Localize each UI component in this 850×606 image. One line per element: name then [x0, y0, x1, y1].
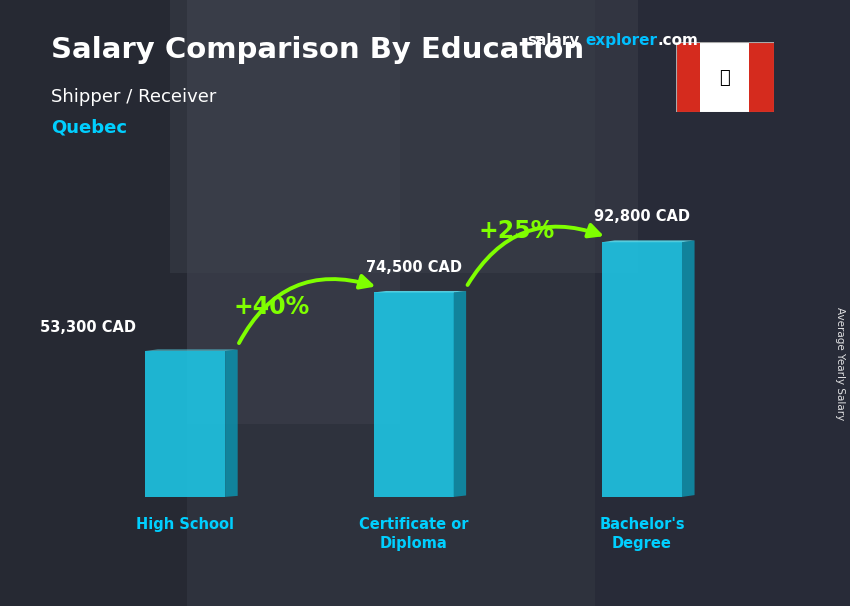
Polygon shape	[602, 242, 682, 497]
Text: Certificate or
Diploma: Certificate or Diploma	[359, 518, 468, 551]
Polygon shape	[454, 291, 466, 497]
Text: Average Yearly Salary: Average Yearly Salary	[835, 307, 845, 420]
Text: 92,800 CAD: 92,800 CAD	[594, 210, 690, 224]
Polygon shape	[145, 351, 225, 497]
Text: Bachelor's
Degree: Bachelor's Degree	[599, 518, 685, 551]
Polygon shape	[145, 350, 238, 351]
Bar	[749, 42, 774, 112]
Text: explorer: explorer	[586, 33, 658, 48]
Text: Salary Comparison By Education: Salary Comparison By Education	[51, 36, 584, 64]
Polygon shape	[225, 350, 238, 497]
Bar	[187, 0, 400, 424]
Text: +40%: +40%	[234, 295, 310, 319]
Bar	[0, 0, 187, 606]
Polygon shape	[602, 241, 694, 242]
Text: Quebec: Quebec	[51, 118, 127, 136]
Text: High School: High School	[136, 518, 234, 532]
Bar	[700, 42, 749, 112]
Text: Shipper / Receiver: Shipper / Receiver	[51, 88, 217, 106]
Polygon shape	[374, 293, 454, 497]
Bar	[170, 0, 638, 273]
Text: 🍁: 🍁	[719, 69, 730, 87]
Polygon shape	[374, 291, 466, 293]
Text: 53,300 CAD: 53,300 CAD	[40, 321, 136, 335]
Polygon shape	[682, 241, 694, 497]
Bar	[676, 42, 700, 112]
Text: 74,500 CAD: 74,500 CAD	[366, 259, 462, 275]
Text: +25%: +25%	[479, 219, 554, 243]
Text: salary: salary	[527, 33, 580, 48]
Bar	[595, 0, 850, 606]
Text: .com: .com	[657, 33, 698, 48]
